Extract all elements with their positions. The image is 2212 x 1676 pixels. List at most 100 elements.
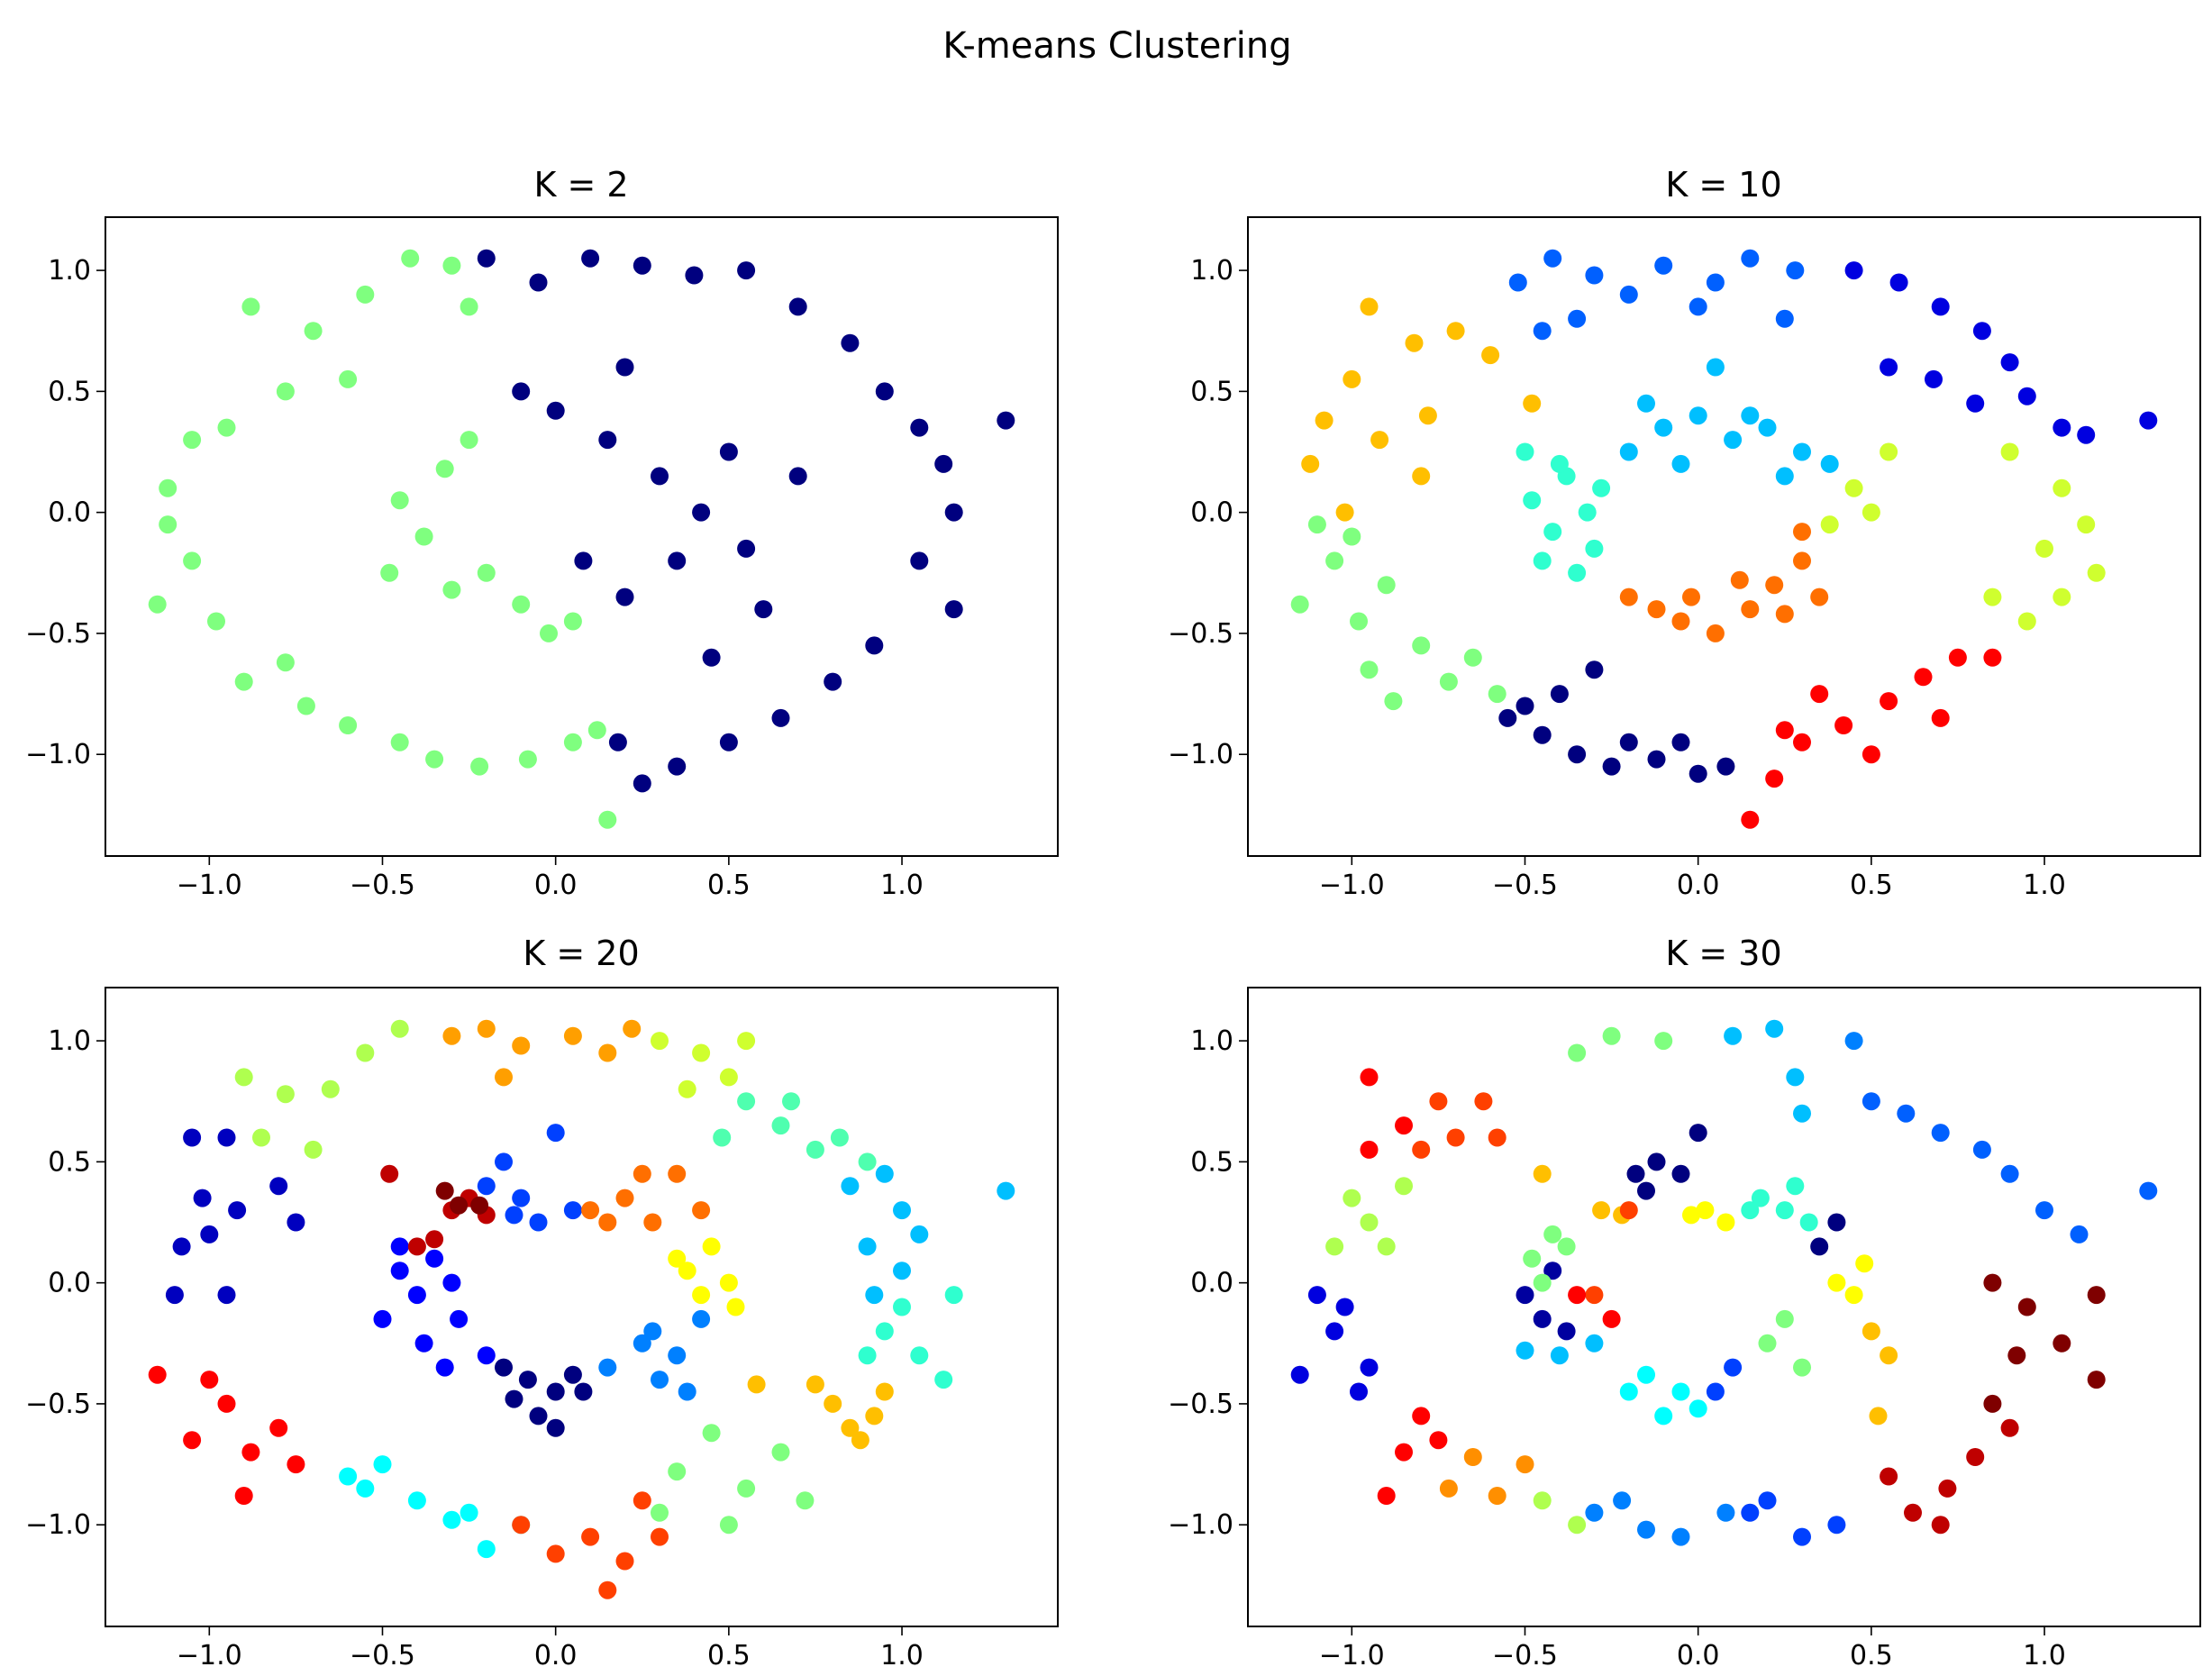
scatter-point-cluster-14: [623, 1019, 642, 1038]
scatter-point-cluster-2: [1481, 346, 1500, 365]
scatter-point-cluster-1: [685, 266, 704, 285]
scatter-point-cluster-12: [692, 1286, 711, 1305]
scatter-point-cluster-3: [1724, 1358, 1743, 1377]
scatter-point-cluster-5: [1931, 708, 1950, 727]
scatter-point-cluster-7: [858, 1346, 877, 1365]
scatter-point-cluster-0: [512, 595, 531, 614]
scatter-point-cluster-0: [518, 1371, 537, 1389]
scatter-point-cluster-10: [1377, 1237, 1396, 1256]
x-tick-label: 0.0: [1677, 1640, 1720, 1671]
scatter-point-cluster-7: [1741, 406, 1760, 425]
scatter-point-cluster-5: [1637, 1520, 1655, 1539]
scatter-point-cluster-1: [841, 333, 860, 352]
scatter-point-cluster-4: [1602, 757, 1621, 776]
scatter-point-cluster-8: [771, 1443, 790, 1462]
scatter-point-cluster-9: [1523, 1249, 1542, 1268]
scatter-point-cluster-6: [1820, 515, 1839, 534]
scatter-point-cluster-0: [296, 697, 315, 715]
scatter-point-cluster-1: [668, 551, 687, 570]
scatter-point-cluster-10: [304, 1140, 323, 1159]
scatter-point-cluster-19: [450, 1196, 469, 1215]
scatter-point-cluster-14: [1488, 1128, 1507, 1147]
scatter-point-cluster-1: [651, 467, 669, 486]
scatter-point-cluster-17: [217, 1394, 236, 1413]
scatter-point-cluster-2: [1335, 1298, 1354, 1316]
scatter-point-cluster-1: [2017, 387, 2036, 405]
scatter-point-cluster-0: [339, 716, 358, 734]
scatter-point-cluster-11: [1682, 1206, 1700, 1225]
y-tick-label: 1.0: [48, 255, 91, 287]
scatter-point-cluster-5: [1880, 692, 1898, 711]
scatter-point-cluster-16: [651, 1527, 669, 1546]
scatter-point-cluster-5: [1741, 810, 1760, 829]
scatter-point-cluster-9: [1793, 523, 1811, 542]
scatter-point-cluster-1: [910, 418, 929, 437]
scatter-point-cluster-0: [390, 491, 409, 510]
scatter-point-cluster-2: [1418, 406, 1437, 425]
scatter-point-cluster-1: [581, 249, 600, 268]
scatter-point-cluster-15: [668, 1164, 687, 1183]
scatter-point-cluster-9: [1730, 570, 1749, 589]
scatter-point-cluster-2: [1412, 467, 1431, 486]
panel-k2: K = 2 −1.0 −0.5 0.0 0.5 1.0 1.0 0.5 0.0 −0.5 −1.0: [25, 165, 1059, 901]
scatter-point-cluster-13: [875, 1382, 894, 1401]
scatter-point-cluster-9: [1671, 612, 1690, 631]
y-tick-label: −0.5: [1168, 618, 1233, 650]
scatter-point-cluster-13: [1488, 1487, 1507, 1505]
scatter-point-cluster-2: [414, 1334, 433, 1353]
scatter-point-cluster-17: [234, 1487, 253, 1505]
scatter-point-cluster-0: [1827, 1213, 1846, 1232]
scatter-point-cluster-1: [754, 600, 773, 619]
scatter-point-cluster-3: [1758, 1491, 1777, 1510]
scatter-point-cluster-1: [2139, 411, 2158, 430]
scatter-point-cluster-3: [529, 1213, 548, 1232]
scatter-point-cluster-1: [183, 1128, 202, 1147]
scatter-point-cluster-2: [450, 1309, 469, 1328]
scatter-point-cluster-3: [1307, 515, 1326, 534]
scatter-point-cluster-8: [668, 1462, 687, 1481]
scatter-point-cluster-3: [1827, 1516, 1846, 1535]
scatter-point-cluster-6: [1862, 503, 1880, 522]
scatter-point-cluster-3: [1360, 660, 1379, 679]
scatter-point-cluster-5: [1585, 1503, 1604, 1522]
scatter-point-cluster-3: [1463, 648, 1482, 667]
scatter-point-cluster-7: [1793, 442, 1811, 461]
scatter-point-cluster-9: [1682, 588, 1700, 606]
scatter-point-cluster-1: [193, 1189, 212, 1207]
scatter-points: [1290, 1019, 2158, 1546]
scatter-point-cluster-6: [2017, 612, 2036, 631]
scatter-point-cluster-16: [1904, 1503, 1922, 1522]
scatter-point-cluster-17: [183, 1431, 202, 1450]
scatter-point-cluster-0: [183, 551, 202, 570]
scatter-point-cluster-0: [183, 431, 202, 450]
scatter-point-cluster-6: [1550, 1346, 1569, 1365]
scatter-point-cluster-0: [1775, 309, 1794, 328]
scatter-point-cluster-13: [841, 1418, 860, 1437]
scatter-point-cluster-2: [1370, 431, 1389, 450]
scatter-point-cluster-1: [287, 1213, 305, 1232]
scatter-point-cluster-1: [228, 1201, 247, 1220]
axes-frame: [105, 216, 1059, 857]
scatter-point-cluster-4: [598, 1358, 617, 1377]
scatter-point-cluster-5: [893, 1201, 911, 1220]
scatter-point-cluster-3: [512, 1189, 531, 1207]
scatter-point-cluster-14: [477, 1019, 496, 1038]
x-tick-label: 0.0: [534, 1640, 578, 1671]
panel-k20: K = 20 −1.0 −0.5 0.0 0.5 1.0 1.0 0.5 0.0 −0.5 −1.…: [25, 934, 1059, 1671]
scatter-point-cluster-6: [373, 1455, 392, 1474]
scatter-point-cluster-16: [1966, 1448, 1985, 1466]
scatter-point-cluster-4: [633, 1334, 651, 1353]
scatter-point-cluster-7: [1619, 442, 1638, 461]
scatter-point-cluster-0: [505, 1389, 523, 1408]
scatter-point-cluster-5: [910, 1225, 929, 1243]
x-tick-label: 1.0: [880, 1640, 924, 1671]
scatter-point-cluster-2: [390, 1237, 409, 1256]
scatter-point-cluster-13: [806, 1375, 824, 1394]
scatter-point-cluster-1: [2077, 425, 2096, 444]
scatter-point-cluster-14: [1446, 1128, 1465, 1147]
scatter-point-cluster-0: [470, 757, 489, 776]
scatter-point-cluster-1: [1844, 261, 1863, 280]
scatter-point-cluster-1: [165, 1286, 184, 1305]
scatter-point-cluster-0: [414, 527, 433, 546]
scatter-point-cluster-5: [1844, 1032, 1863, 1051]
